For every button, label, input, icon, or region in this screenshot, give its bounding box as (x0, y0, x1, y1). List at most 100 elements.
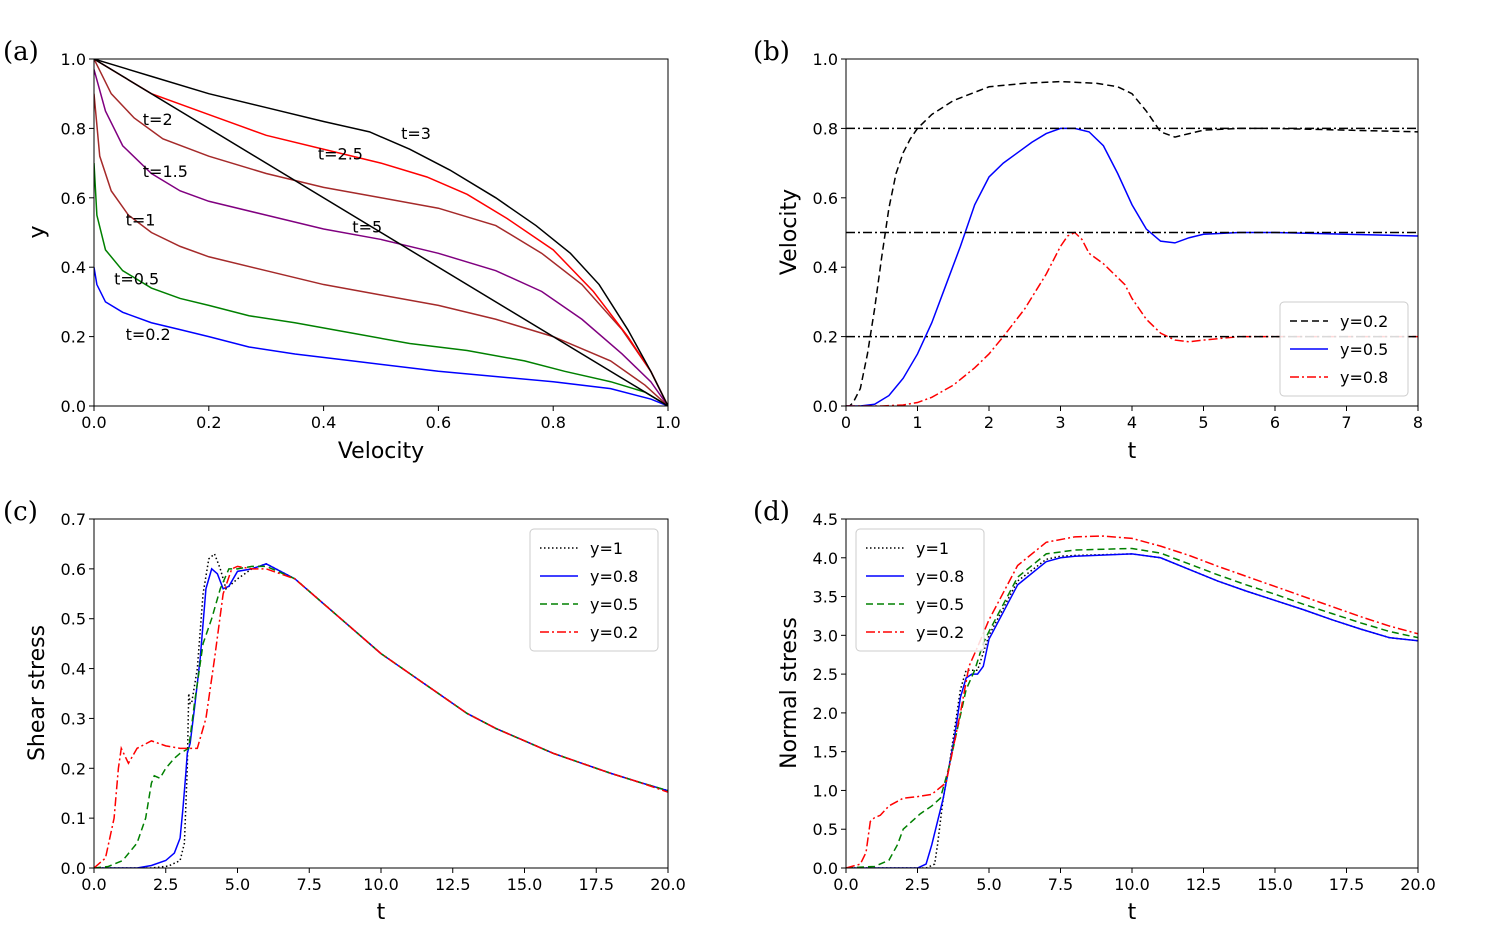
panel-d-xtick-label: 12.5 (1186, 875, 1222, 894)
panel-d-ytick-label: 0.5 (813, 820, 838, 839)
panel-c-ylabel: Shear stress (25, 625, 50, 761)
panel-d-ytick-label: 3.0 (813, 626, 838, 645)
panel-b-series-y-0.5 (846, 127, 1418, 406)
panel-c-ytick-label: 0.5 (61, 610, 86, 629)
panel-c-xtick-label: 2.5 (153, 875, 178, 894)
panel-c-xtick-label: 17.5 (578, 875, 614, 894)
panel-d-legend-label: y=0.8 (916, 567, 964, 586)
panel-d: (d) 0.0 2.5 5.0 7.5 10.0 12.5 15.0 17.5 20.00.00… (753, 497, 1436, 925)
panel-c-ytick-label: 0.0 (61, 859, 86, 878)
panel-d-series-y-0.8 (846, 553, 1418, 868)
panel-b-legend-box (1279, 301, 1409, 397)
panel-d-series-y-1 (846, 553, 1418, 868)
panel-a-annotation: t=3 (401, 124, 431, 143)
panel-d-ytick-label: 4.5 (813, 510, 838, 529)
panel-b-series (846, 80, 1418, 406)
panel-b-xtick-label: 6 (1270, 413, 1280, 432)
panel-b-ylabel: Velocity (777, 189, 802, 275)
panel-d-xtick-label: 20.0 (1400, 875, 1436, 894)
panel-a-series-t-1.5 (94, 69, 668, 406)
panel-c-series-y-0.2 (94, 565, 668, 868)
panel-a: (a) t=3 t=2.5 t=2 t=1.5 t=5 t=1 t=0.5 t=0.2 0.0… (3, 37, 681, 464)
panel-a-ytick-label: 1.0 (61, 50, 86, 69)
panel-a-xtick-label: 0.6 (426, 413, 451, 432)
panel-b: (b) 0 1 2 3 4 5 6 7 80.00.20.40.60.81.0 y=0.2y=0… (753, 37, 1423, 464)
panel-a-series-t-1 (94, 93, 668, 406)
panel-d-xtick-label: 0.0 (833, 875, 858, 894)
panel-a-series-t-2.5 (94, 59, 668, 406)
panel-b-ytick-label: 0.0 (813, 397, 838, 416)
panel-c-xlabel: t (377, 900, 386, 925)
panel-a-xtick-label: 0.2 (196, 413, 221, 432)
panel-b-xtick-label: 2 (984, 413, 994, 432)
panel-b-ytick-label: 0.4 (813, 258, 838, 277)
panel-b-ytick-label: 0.2 (813, 328, 838, 347)
panel-b-ticks: 0 1 2 3 4 5 6 7 8 0.0 0.2 0.4 0.6 0.8 1.0 (813, 50, 1424, 432)
panel-b-legend: y=0.2 y=0.5 y=0.8 (1279, 301, 1409, 397)
panel-a-ytick-label: 0.4 (61, 258, 86, 277)
panel-a-series-t-0.5 (94, 163, 668, 406)
panel-a-series-t-3 (94, 59, 668, 406)
panel-a-ylabel: y (25, 225, 50, 238)
panel-c-xtick-label: 10.0 (363, 875, 399, 894)
panel-b-series-y-0.8 (846, 231, 1418, 406)
panel-d-series-y-0.2 (846, 535, 1418, 868)
panel-a-xlabel: Velocity (338, 439, 424, 464)
panel-b-xtick-label: 3 (1055, 413, 1065, 432)
panel-a-xtick-label: 0.8 (540, 413, 565, 432)
panel-c-ytick-label: 0.3 (61, 709, 86, 728)
panel-a-ytick-label: 0.6 (61, 189, 86, 208)
panel-a-annotations: t=3 t=2.5 t=2 t=1.5 t=5 t=1 t=0.5 t=0.2 (114, 110, 431, 344)
panel-a-annotation: t=0.2 (126, 325, 171, 344)
panel-a-series-t-0.2 (94, 267, 668, 406)
panel-b-xtick-label: 7 (1341, 413, 1351, 432)
panel-d-legend-label: y=0.5 (916, 595, 964, 614)
panel-a-annotation: t=1 (126, 211, 156, 230)
panel-b-legend-label: y=0.2 (1340, 312, 1388, 331)
panel-a-frame (93, 58, 669, 407)
panel-d-label: (d) (753, 497, 790, 527)
panel-c-legend-label: y=0.5 (590, 595, 638, 614)
panel-b-xlabel: t (1128, 439, 1137, 464)
panel-d-legend: y=1 y=0.8 y=0.5 y=0.2 (855, 528, 985, 652)
panel-d-xtick-label: 2.5 (905, 875, 930, 894)
panel-c-ticks: 0.0 2.5 5.0 7.5 10.0 12.5 15.0 17.5 20.0 0.0 0.1 0.… (61, 510, 686, 894)
panel-b-xtick-label: 8 (1413, 413, 1423, 432)
panel-c-ytick-label: 0.1 (61, 809, 86, 828)
panel-a-xtick-label: 1.0 (655, 413, 680, 432)
panel-a-label: (a) (3, 37, 39, 67)
panel-d-ylabel: Normal stress (777, 617, 802, 769)
panel-c-xtick-label: 0.0 (81, 875, 106, 894)
panel-c: (c) 0.0 2.5 5.0 7.5 10.0 12.5 15.0 17.5 20.00.00… (3, 497, 686, 925)
panel-c-ytick-label: 0.7 (61, 510, 86, 529)
panel-c-xtick-label: 15.0 (507, 875, 543, 894)
panel-c-legend-label: y=0.8 (590, 567, 638, 586)
panel-d-xtick-label: 15.0 (1257, 875, 1293, 894)
panel-a-annotation: t=2.5 (318, 145, 363, 164)
panel-d-ytick-label: 1.5 (813, 743, 838, 762)
panel-d-xlabel: t (1128, 900, 1137, 925)
panel-d-ytick-label: 3.5 (813, 588, 838, 607)
panel-a-annotation: t=0.5 (114, 270, 159, 289)
panel-a-annotation: t=2 (143, 110, 173, 129)
panel-b-legend-label: y=0.8 (1340, 368, 1388, 387)
panel-b-series-y-0.2 (846, 80, 1418, 406)
panel-d-legend-label: y=0.2 (916, 623, 964, 642)
panel-c-xtick-label: 20.0 (650, 875, 686, 894)
panel-a-ticks: 0.0 0.2 0.4 0.6 0.8 1.0 0.0 0.2 0.4 0.6 0.8 1.0 (61, 50, 681, 432)
panel-c-series (94, 552, 668, 868)
panel-b-xtick-label: 5 (1198, 413, 1208, 432)
panel-a-annotation: t=1.5 (143, 162, 188, 181)
panel-d-ytick-label: 4.0 (813, 549, 838, 568)
panel-c-legend-label: y=0.2 (590, 623, 638, 642)
panel-b-ytick-label: 1.0 (813, 50, 838, 69)
panel-a-series-t-2 (94, 59, 668, 406)
panel-c-legend-box (529, 528, 659, 652)
panel-d-ytick-label: 1.0 (813, 781, 838, 800)
panel-a-series (94, 59, 668, 406)
panel-d-legend-label: y=1 (916, 539, 949, 558)
panel-b-ytick-label: 0.6 (813, 189, 838, 208)
panel-d-xtick-label: 17.5 (1329, 875, 1365, 894)
panel-a-ytick-label: 0.0 (61, 397, 86, 416)
